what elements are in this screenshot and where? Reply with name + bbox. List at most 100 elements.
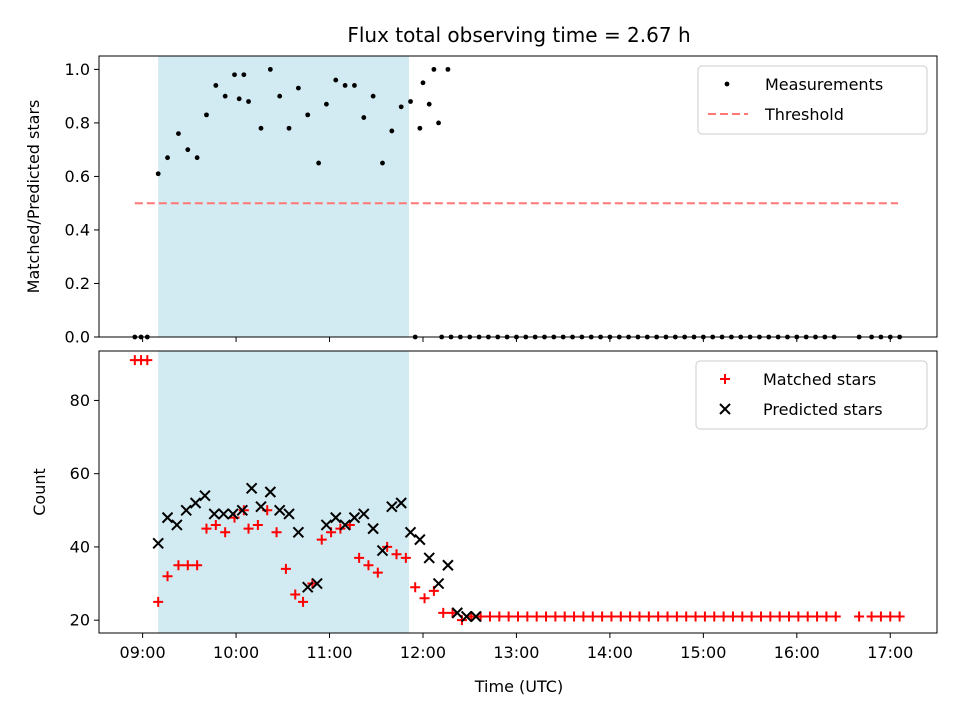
data-point-1-24: [376, 544, 389, 557]
data-point-0-54: [625, 611, 636, 622]
y-tick-label: 1.0: [65, 60, 90, 79]
x-tick-label: 13:00: [493, 643, 539, 662]
data-point-0-74: [812, 611, 823, 622]
data-point-0-25: [352, 83, 357, 88]
data-point-0-34: [438, 607, 449, 618]
data-point-1-13: [273, 504, 286, 517]
data-point-0-5: [173, 560, 184, 571]
data-point-0-79: [875, 611, 886, 622]
y-axis-label: Matched/Predicted stars: [24, 100, 43, 294]
data-point-1-22: [358, 508, 370, 520]
data-point-1-4: [189, 497, 202, 509]
data-point-1-20: [339, 519, 351, 531]
data-point-0-15: [258, 125, 264, 131]
data-point-0-24: [342, 83, 348, 88]
data-point-0-57: [653, 611, 664, 622]
data-point-0-17: [280, 563, 291, 574]
data-point-0-10: [222, 93, 228, 99]
data-point-0-14: [246, 99, 251, 104]
data-point-0-12: [241, 72, 247, 78]
data-point-0-72: [793, 611, 804, 622]
data-point-0-12: [238, 505, 249, 516]
data-point-0-32: [417, 125, 423, 131]
y-tick-label: 0.0: [65, 328, 90, 347]
data-point-0-31: [410, 582, 421, 593]
data-point-1-30: [432, 577, 445, 590]
data-point-1-7: [217, 508, 230, 520]
observing-window-span: [158, 351, 409, 633]
data-point-0-50: [587, 611, 598, 622]
data-point-0-21: [316, 160, 322, 166]
data-point-0-40: [494, 611, 505, 622]
data-point-1-32: [451, 607, 463, 619]
data-point-1-18: [320, 519, 333, 531]
data-point-0-19: [298, 596, 309, 607]
data-point-0-8: [204, 112, 209, 118]
legend-marker: [720, 374, 730, 384]
data-point-0-78: [866, 611, 877, 622]
data-point-0-64: [718, 611, 729, 622]
data-point-0-69: [765, 611, 776, 622]
legend-entry: Matched stars: [763, 370, 876, 389]
data-point-0-67: [746, 611, 757, 622]
data-point-0-75: [821, 611, 832, 622]
legend-box: [695, 360, 928, 430]
series-predicted-stars: [152, 482, 482, 623]
data-point-1-14: [283, 508, 295, 520]
data-point-0-47: [559, 611, 570, 622]
panel-top-ratio: 0.0 0.2 0.4 0.6 0.8 1.0 Matched/Predicted star…: [24, 55, 938, 347]
data-point-1-8: [227, 508, 239, 520]
data-point-0-6: [185, 147, 191, 153]
y-axis-label: Count: [30, 468, 49, 516]
data-point-1-11: [255, 500, 267, 513]
y-tick-label: 0.6: [65, 167, 90, 186]
y-tick-label: 60: [70, 464, 90, 483]
data-point-0-30: [400, 552, 411, 563]
x-tick-label: 11:00: [306, 643, 352, 662]
data-point-1-16: [302, 581, 314, 593]
data-point-0-13: [243, 523, 254, 534]
data-point-0-63: [709, 611, 720, 622]
data-point-0-61: [690, 611, 701, 622]
data-point-0-44: [531, 611, 542, 622]
data-point-0-29: [391, 549, 402, 560]
legend: Measurements Threshold: [697, 65, 928, 135]
data-point-0-35: [445, 66, 451, 72]
data-point-0-51: [597, 611, 608, 622]
data-point-0-31: [408, 99, 413, 104]
data-point-0-29: [389, 128, 395, 134]
data-point-0-45: [541, 611, 552, 622]
axes-frame: [98, 350, 938, 634]
data-point-0-7: [194, 155, 200, 161]
data-point-0-14: [252, 519, 263, 530]
legend-entry: Predicted stars: [763, 400, 883, 419]
data-point-0-11: [232, 72, 237, 78]
data-point-0-17: [277, 93, 283, 99]
panel-bottom-count: 20 40 60 80 09:00 10:00 11:00 12:00 13:00 14:00 15…: [30, 350, 938, 662]
data-point-0-41: [503, 611, 514, 622]
data-point-0-19: [295, 85, 301, 91]
x-tick-label: 15:00: [680, 643, 726, 662]
data-point-1-26: [395, 497, 407, 509]
chart-title: Flux total observing time = 2.67 h: [347, 23, 690, 47]
data-point-1-12: [264, 486, 277, 498]
data-point-0-62: [699, 611, 710, 622]
data-point-0-6: [182, 560, 193, 571]
legend-box: [697, 65, 928, 135]
data-point-0-39: [484, 611, 495, 622]
data-point-0-55: [634, 611, 645, 622]
y-tick-label: 80: [70, 391, 90, 410]
data-point-1-5: [199, 489, 211, 502]
data-point-1-6: [208, 508, 220, 520]
data-point-1-28: [414, 533, 426, 546]
data-point-1-33: [460, 610, 473, 623]
data-point-0-7: [192, 560, 203, 571]
data-point-0-59: [671, 611, 682, 622]
data-point-0-81: [894, 611, 905, 622]
data-point-0-70: [774, 611, 785, 622]
data-point-0-60: [681, 611, 692, 622]
data-point-1-9: [236, 504, 249, 517]
data-point-1-29: [423, 552, 435, 564]
data-point-0-48: [569, 611, 580, 622]
